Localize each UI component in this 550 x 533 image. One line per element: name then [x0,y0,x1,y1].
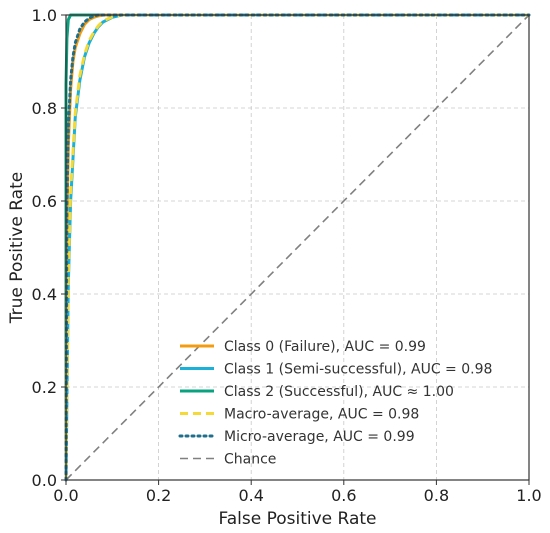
y-tick-label: 1.0 [32,6,57,25]
y-tick-label: 0.6 [32,192,57,211]
series-line-chance [65,14,530,481]
y-tick-label: 0.4 [32,285,57,304]
series-line-macro-average [64,13,529,481]
x-tick-label: 0.6 [331,486,356,505]
legend-label: Class 1 (Semi-successful), AUC = 0.98 [224,362,492,378]
legend-label: Macro-average, AUC = 0.98 [224,407,419,423]
x-tick-label: 0.0 [53,486,78,505]
x-tick-label: 0.8 [424,486,449,505]
x-axis-label: False Positive Rate [219,509,377,529]
y-tick-label: 0.2 [32,378,57,397]
y-axis-label: True Positive Rate [7,172,27,324]
x-tick-label: 1.0 [516,486,541,505]
series-line-micro-average [64,13,531,482]
x-tick-label: 0.2 [146,486,171,505]
legend-label: Chance [224,452,276,468]
legend-label: Class 2 (Successful), AUC ≈ 1.00 [224,384,454,400]
legend-label: Micro-average, AUC = 0.99 [224,429,415,445]
axis-ticks: 0.0 0.2 0.4 0.6 0.8 1.0 0.0 0.2 0.4 0.6 0.8 1.0 [32,6,542,505]
y-tick-label: 0.0 [32,471,57,490]
plot-frame [65,14,530,481]
legend: Class 0 (Failure), AUC = 0.99 Class 1 (Se… [178,339,492,468]
y-tick-label: 0.8 [32,99,57,118]
x-tick-label: 0.4 [238,486,263,505]
legend-label: Class 0 (Failure), AUC = 0.99 [224,339,426,355]
